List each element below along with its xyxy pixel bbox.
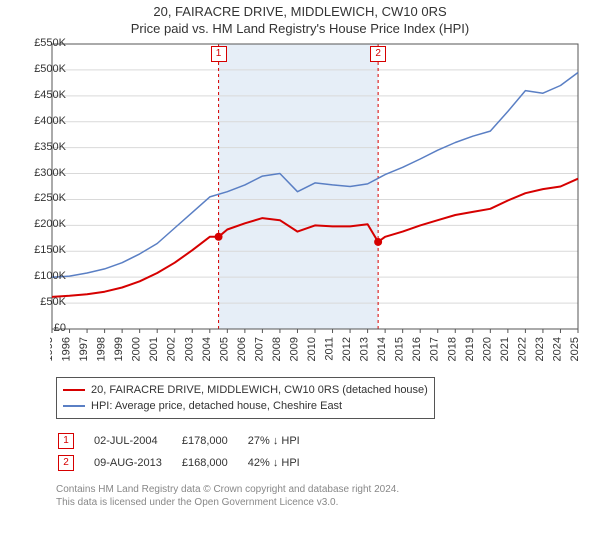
svg-text:2007: 2007: [253, 337, 265, 361]
y-tick-label: £0: [54, 322, 66, 334]
sale-price: £178,000: [182, 431, 246, 451]
transaction-table: 1 02-JUL-2004£178,00027% ↓ HPI 2 09-AUG-201…: [56, 429, 320, 475]
y-tick-label: £250K: [34, 192, 66, 204]
legend-label: HPI: Average price, detached house, Ches…: [91, 398, 342, 414]
svg-text:2000: 2000: [131, 337, 143, 361]
svg-text:2024: 2024: [551, 337, 563, 361]
legend-item: 20, FAIRACRE DRIVE, MIDDLEWICH, CW10 0RS…: [63, 382, 428, 398]
svg-text:2003: 2003: [183, 337, 195, 361]
sale-hpi-diff: 27% ↓ HPI: [248, 431, 318, 451]
svg-text:2011: 2011: [324, 337, 336, 361]
svg-text:2017: 2017: [429, 337, 441, 361]
table-row: 1 02-JUL-2004£178,00027% ↓ HPI: [58, 431, 318, 451]
svg-text:2010: 2010: [306, 337, 318, 361]
y-tick-label: £100K: [34, 270, 66, 282]
svg-text:2004: 2004: [201, 337, 213, 361]
svg-text:2013: 2013: [359, 337, 371, 361]
y-tick-label: £150K: [34, 244, 66, 256]
footer-line1: Contains HM Land Registry data © Crown c…: [56, 483, 600, 496]
svg-text:2002: 2002: [166, 337, 178, 361]
sale-marker-badge: 1: [58, 433, 74, 449]
y-tick-label: £350K: [34, 141, 66, 153]
sale-price: £168,000: [182, 453, 246, 473]
svg-text:2020: 2020: [481, 337, 493, 361]
table-row: 2 09-AUG-2013£168,00042% ↓ HPI: [58, 453, 318, 473]
svg-text:2016: 2016: [411, 337, 423, 361]
y-tick-label: £200K: [34, 218, 66, 230]
chart-container: 1995 1996 1997 1998 1999 2000 2001 2002 2003 2004…: [50, 42, 600, 367]
legend-swatch: [63, 405, 85, 407]
sale-marker-flag: 1: [211, 46, 227, 62]
y-tick-label: £300K: [34, 167, 66, 179]
chart-subtitle: Price paid vs. HM Land Registry's House …: [0, 21, 600, 36]
sale-date: 09-AUG-2013: [94, 453, 180, 473]
footer-attribution: Contains HM Land Registry data © Crown c…: [56, 483, 600, 509]
svg-text:2014: 2014: [376, 337, 388, 361]
svg-text:2021: 2021: [499, 337, 511, 361]
footer-line2: This data is licensed under the Open Gov…: [56, 496, 600, 509]
svg-text:2015: 2015: [394, 337, 406, 361]
legend: 20, FAIRACRE DRIVE, MIDDLEWICH, CW10 0RS…: [56, 377, 435, 419]
svg-text:2012: 2012: [341, 337, 353, 361]
svg-text:2025: 2025: [569, 337, 580, 361]
svg-text:2022: 2022: [516, 337, 528, 361]
legend-item: HPI: Average price, detached house, Ches…: [63, 398, 428, 414]
y-tick-label: £550K: [34, 37, 66, 49]
svg-text:1996: 1996: [61, 337, 73, 361]
svg-text:1995: 1995: [50, 337, 55, 361]
sale-marker-flag: 2: [370, 46, 386, 62]
svg-text:2001: 2001: [148, 337, 160, 361]
y-tick-label: £400K: [34, 115, 66, 127]
svg-text:1998: 1998: [96, 337, 108, 361]
legend-swatch: [63, 389, 85, 391]
svg-text:2019: 2019: [464, 337, 476, 361]
svg-text:2005: 2005: [218, 337, 230, 361]
svg-text:2006: 2006: [236, 337, 248, 361]
svg-text:1997: 1997: [78, 337, 90, 361]
y-tick-label: £500K: [34, 63, 66, 75]
svg-text:2008: 2008: [271, 337, 283, 361]
line-chart: 1995 1996 1997 1998 1999 2000 2001 2002 2003 2004…: [50, 42, 580, 367]
svg-text:2023: 2023: [534, 337, 546, 361]
sale-marker-badge: 2: [58, 455, 74, 471]
y-tick-label: £450K: [34, 89, 66, 101]
svg-text:2009: 2009: [288, 337, 300, 361]
svg-text:2018: 2018: [446, 337, 458, 361]
svg-text:1999: 1999: [113, 337, 125, 361]
sale-date: 02-JUL-2004: [94, 431, 180, 451]
legend-label: 20, FAIRACRE DRIVE, MIDDLEWICH, CW10 0RS…: [91, 382, 428, 398]
sale-hpi-diff: 42% ↓ HPI: [248, 453, 318, 473]
y-tick-label: £50K: [40, 296, 66, 308]
chart-title-address: 20, FAIRACRE DRIVE, MIDDLEWICH, CW10 0RS: [0, 4, 600, 19]
